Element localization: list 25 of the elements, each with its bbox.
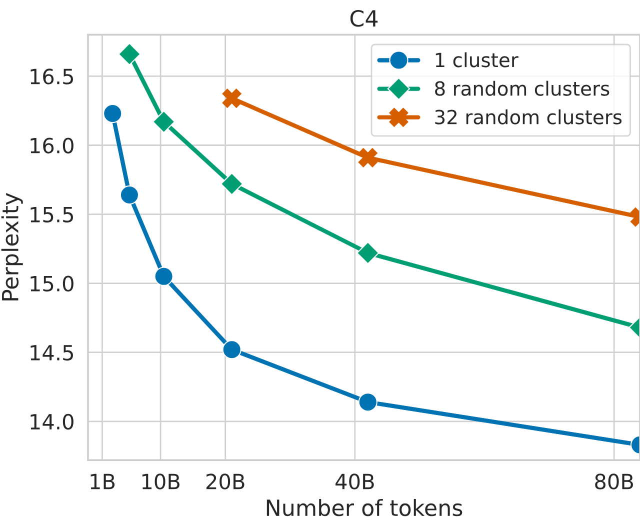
y-tick-label: 16.0 [30,138,74,154]
legend-label: 8 random clusters [435,80,610,96]
y-axis-title: Perplexity [1,193,23,300]
point [220,172,244,196]
point [152,110,176,134]
chart-title: C4 [350,10,378,27]
x-tick-label: 80B [595,474,634,490]
x-tick-label: 20B [206,474,244,490]
x-axis-title: Number of tokens [266,498,462,516]
y-tick-label: 15.5 [30,207,73,222]
x-tick-label: 40B [336,474,374,490]
y-tick-label: 14.0 [30,414,74,430]
x-tick-label: 10B [142,474,180,490]
y-tick-label: 16.5 [30,68,73,84]
point [154,266,174,286]
y-tick-label: 14.5 [30,345,73,361]
point [103,104,122,124]
x-tick-label: 1B [90,474,115,490]
legend-label: 1 cluster [436,52,518,68]
y-tick-label: 15.0 [30,276,74,292]
point [118,42,141,66]
point [222,88,242,108]
point [120,185,140,205]
legend-label: 32 random clusters [435,109,622,124]
point [222,340,242,360]
